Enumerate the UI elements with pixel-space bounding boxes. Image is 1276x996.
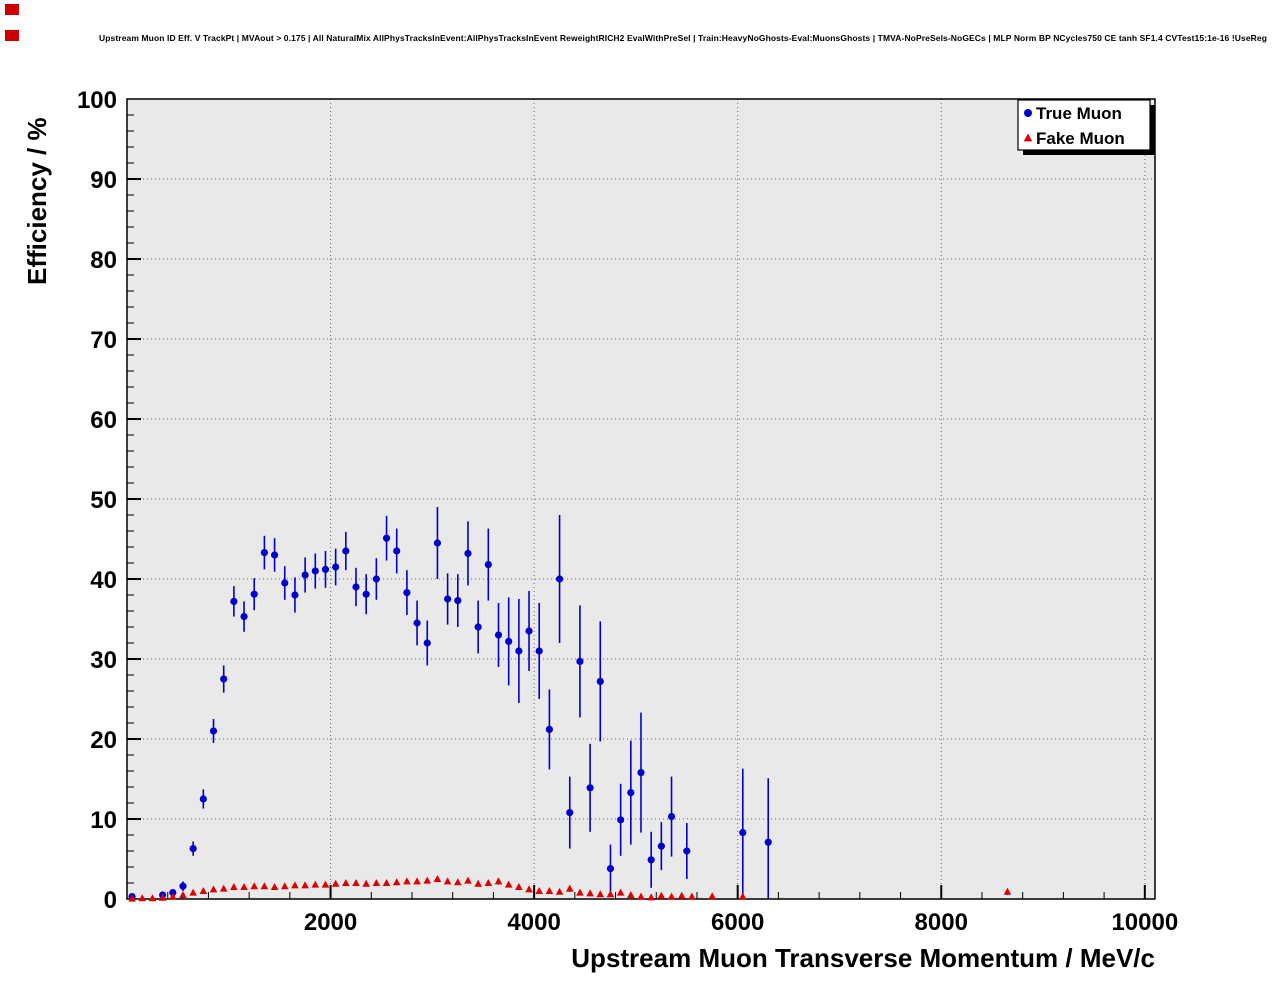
series-true-muon <box>128 507 772 901</box>
plot-title: Upstream Muon ID Eff. V TrackPt | MVAout… <box>99 33 1268 43</box>
grid-lines <box>127 99 1155 899</box>
svg-text:8000: 8000 <box>915 909 968 936</box>
canvas-corner-marker-2 <box>5 30 19 41</box>
svg-text:100: 100 <box>77 87 117 114</box>
svg-text:60: 60 <box>90 407 117 434</box>
x-tick-labels: 2000 4000 6000 8000 10000 <box>304 909 1178 936</box>
series-fake-muon <box>128 875 1012 902</box>
legend-entry-label: True Muon <box>1036 104 1122 123</box>
svg-text:0: 0 <box>104 887 117 914</box>
svg-text:90: 90 <box>90 167 117 194</box>
x-axis-title: Upstream Muon Transverse Momentum / MeV/… <box>571 943 1155 973</box>
svg-text:50: 50 <box>90 487 117 514</box>
svg-text:30: 30 <box>90 647 117 674</box>
svg-text:80: 80 <box>90 247 117 274</box>
svg-text:10000: 10000 <box>1111 909 1178 936</box>
legend-marker-triangle <box>1023 133 1033 142</box>
legend: True Muon Fake Muon <box>1017 99 1155 155</box>
svg-text:40: 40 <box>90 567 117 594</box>
canvas-corner-marker <box>5 4 19 15</box>
svg-text:70: 70 <box>90 327 117 354</box>
svg-text:6000: 6000 <box>711 909 764 936</box>
legend-marker-circle <box>1024 109 1032 117</box>
legend-entry-label: Fake Muon <box>1036 129 1125 148</box>
svg-text:2000: 2000 <box>304 909 357 936</box>
svg-text:4000: 4000 <box>507 909 560 936</box>
y-tick-labels: 0 10 20 30 40 50 60 70 80 90 100 <box>77 87 117 914</box>
y-axis-ticks <box>127 114 141 884</box>
svg-text:10: 10 <box>90 807 117 834</box>
y-axis-title: Efficiency / % <box>22 117 52 285</box>
legend-box <box>1017 99 1151 151</box>
x-axis-ticks <box>167 885 1146 899</box>
svg-text:20: 20 <box>90 727 117 754</box>
